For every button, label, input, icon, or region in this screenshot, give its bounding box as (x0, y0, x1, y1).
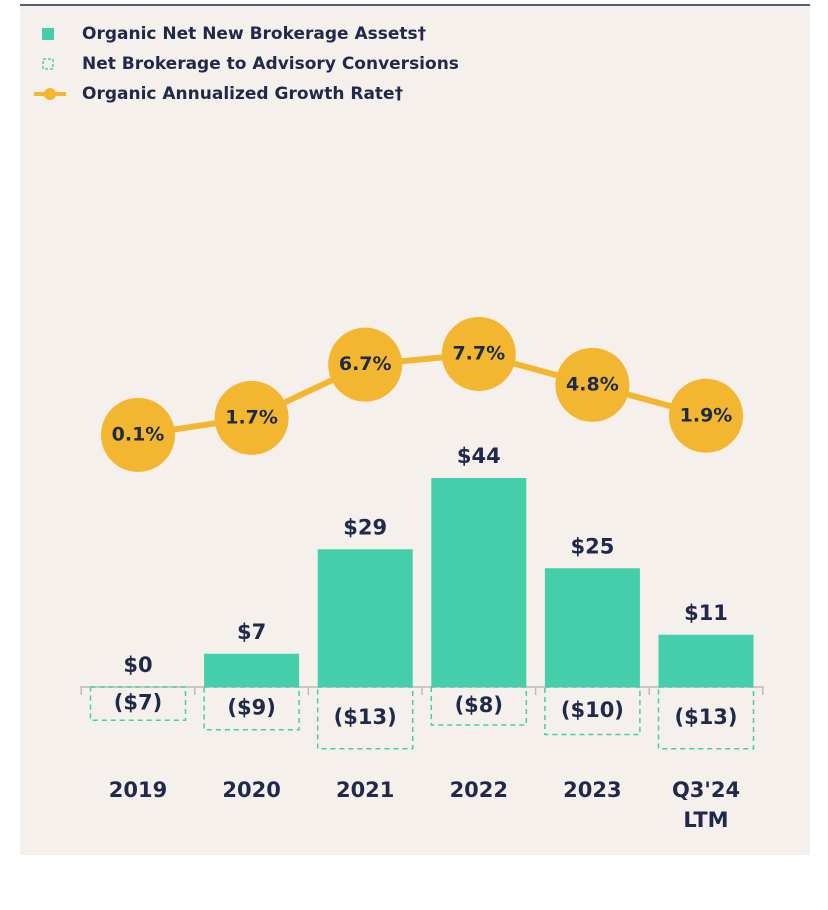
asset-label: $44 (457, 444, 501, 468)
x-tick-label: 2023 (563, 778, 622, 802)
asset-bar (658, 634, 754, 687)
growth-label: 1.7% (225, 406, 278, 428)
conversion-bar (544, 686, 641, 736)
growth-label: 6.7% (339, 353, 392, 375)
growth-label: 4.8% (566, 373, 619, 395)
asset-bar (204, 653, 300, 687)
legend-label: Organic Net New Brokerage Assets† (82, 24, 426, 44)
growth-point (669, 378, 743, 453)
growth-point (328, 327, 403, 402)
legend-label: Organic Annualized Growth Rate† (82, 84, 403, 104)
asset-label: $7 (237, 620, 266, 644)
asset-bar (317, 549, 413, 687)
asset-bar (544, 568, 640, 687)
conversion-label: ($8) (455, 693, 503, 717)
growth-point (441, 316, 516, 391)
conversion-label: ($10) (561, 698, 624, 722)
legend-label: Net Brokerage to Advisory Conversions (82, 54, 459, 74)
conversion-label: ($13) (674, 705, 737, 729)
conversion-label: ($9) (227, 695, 275, 719)
conversion-bar (430, 686, 528, 726)
legend-swatch (42, 28, 54, 40)
x-tick-label: 2020 (222, 778, 281, 802)
asset-bar (431, 478, 527, 687)
growth-point (101, 397, 175, 472)
x-tick-label: 2021 (335, 778, 395, 802)
legend-swatch (42, 58, 54, 70)
asset-label: $11 (684, 601, 728, 625)
conversion-label: ($13) (334, 705, 397, 729)
conversion-label: ($7) (114, 691, 162, 715)
legend-dot (44, 88, 56, 100)
asset-label: $0 (123, 653, 152, 677)
conversion-bar (316, 686, 414, 750)
conversion-bar (203, 686, 300, 731)
growth-label: 1.9% (680, 404, 733, 426)
growth-label: 0.1% (112, 423, 165, 445)
x-tick-label: 2019 (108, 778, 168, 802)
x-tick-label: Q3'24 LTM (671, 778, 741, 832)
asset-label: $25 (570, 534, 614, 558)
asset-label: $29 (343, 515, 387, 539)
x-tick-label: 2022 (449, 778, 509, 802)
conversion-bar (657, 686, 755, 750)
growth-point (555, 347, 630, 422)
conversion-bar (89, 686, 187, 721)
growth-label: 7.7% (452, 342, 505, 364)
growth-point (214, 380, 289, 455)
